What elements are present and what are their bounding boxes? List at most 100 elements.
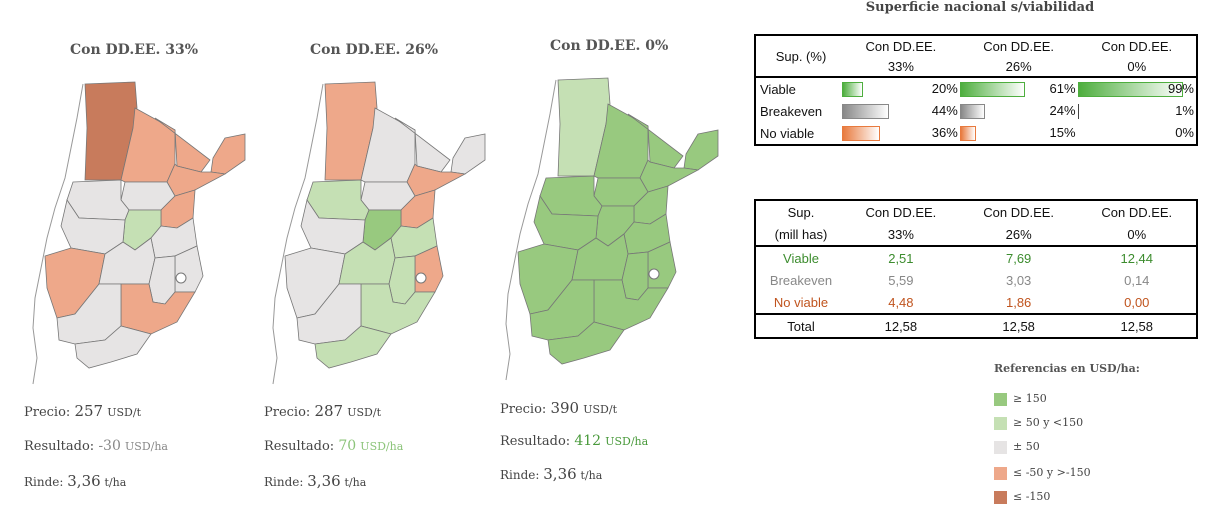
legend-title: Referencias en USD/ha: bbox=[994, 362, 1140, 375]
rinde-label: Rinde: bbox=[24, 475, 64, 489]
resultado-unit: USD/ha bbox=[360, 440, 404, 453]
rinde-value: 3,36 bbox=[67, 472, 101, 490]
table-cell: 3,03 bbox=[1005, 272, 1032, 288]
col-subheader: 33% bbox=[887, 58, 914, 74]
region-misiones bbox=[210, 133, 246, 175]
legend-label: ≤ -50 y >-150 bbox=[1013, 466, 1091, 479]
rinde-value: 3,36 bbox=[307, 472, 341, 490]
surface-table-title: Superficie nacional s/viabilidad bbox=[865, 0, 1095, 15]
table-cell: 7,69 bbox=[959, 245, 1078, 269]
col-header: Con DD.EE. bbox=[1101, 204, 1173, 220]
legend-swatch bbox=[994, 490, 1007, 504]
bar-n-1 bbox=[959, 126, 976, 141]
data-label: 36% bbox=[931, 125, 958, 140]
river-plate-mark bbox=[415, 272, 427, 284]
bar-cell: 36% bbox=[842, 122, 960, 145]
legend-label: ≥ 50 y <150 bbox=[1013, 416, 1084, 429]
col-subheader: 26% bbox=[1005, 226, 1032, 242]
row-label-no-viable: No viable bbox=[773, 294, 829, 310]
table-cell: 4,48 bbox=[888, 294, 914, 310]
precio-label: Precio: bbox=[264, 405, 311, 420]
precio-label: Precio: bbox=[500, 402, 547, 417]
map-outline bbox=[32, 83, 84, 385]
precio-value: 287 bbox=[314, 402, 344, 420]
bar-b-1 bbox=[959, 104, 985, 119]
data-label: 1% bbox=[1175, 103, 1194, 118]
resultado-label: Resultado: bbox=[24, 439, 95, 454]
bar-cell: 24% bbox=[959, 100, 1078, 122]
header-mill-has: (mill has) bbox=[774, 226, 828, 242]
map-title-33: Con DD.EE. 33% bbox=[70, 42, 199, 58]
legend-swatch bbox=[994, 440, 1007, 454]
info-block-0: Precio: 390 USD/t Resultado: 412 USD/ha … bbox=[500, 399, 648, 483]
legend-item: ≤ -150 bbox=[994, 490, 1050, 504]
col-subheader: 26% bbox=[1005, 58, 1032, 74]
rinde-unit: t/ha bbox=[580, 469, 603, 482]
rinde-unit: t/ha bbox=[104, 476, 127, 489]
precio-value: 257 bbox=[74, 402, 104, 420]
table-cell: 0,00 bbox=[1124, 294, 1150, 310]
surface-percent-table: Sup. (%) Con DD.EE. Con DD.EE. Con DD.EE… bbox=[754, 34, 1198, 146]
col-header: Con DD.EE. bbox=[983, 204, 1055, 220]
info-block-26: Precio: 287 USD/t Resultado: 70 USD/ha R… bbox=[264, 402, 403, 490]
data-label: 61% bbox=[1049, 81, 1076, 96]
precio-label: Precio: bbox=[24, 405, 71, 420]
province-map-0 bbox=[505, 77, 719, 381]
legend-item: ≥ 150 bbox=[994, 392, 1047, 406]
map-outline bbox=[505, 79, 557, 381]
table-cell: 12,58 bbox=[842, 313, 960, 338]
legend-label: ≥ 150 bbox=[1013, 392, 1047, 405]
legend-item: ≤ -50 y >-150 bbox=[994, 466, 1091, 480]
data-label: 24% bbox=[1049, 103, 1076, 118]
resultado-value: 70 bbox=[338, 438, 357, 454]
col-subheader: 0% bbox=[1127, 58, 1147, 74]
bar-b-2 bbox=[1077, 104, 1079, 119]
legend-label: ± 50 bbox=[1013, 440, 1040, 453]
region-rionegro bbox=[314, 325, 392, 369]
map-outline bbox=[272, 83, 324, 385]
bar-n-0 bbox=[842, 126, 880, 141]
resultado-value: -30 bbox=[98, 438, 121, 454]
table-cell: 12,58 bbox=[959, 313, 1078, 338]
province-map-26 bbox=[272, 81, 486, 385]
legend-swatch bbox=[994, 392, 1007, 406]
info-block-33: Precio: 257 USD/t Resultado: -30 USD/ha … bbox=[24, 402, 168, 490]
col-subheader: 0% bbox=[1127, 226, 1147, 242]
bar-cell: 61% bbox=[959, 76, 1078, 100]
province-map-33 bbox=[32, 81, 246, 385]
rinde-label: Rinde: bbox=[264, 475, 304, 489]
resultado-label: Resultado: bbox=[500, 434, 571, 449]
precio-unit: USD/t bbox=[107, 406, 141, 419]
bar-b-0 bbox=[842, 104, 889, 119]
row-label-viable: Viable bbox=[755, 245, 842, 269]
bar-cell: 20% bbox=[842, 76, 960, 100]
col-subheader: 33% bbox=[887, 226, 914, 242]
col-header: Con DD.EE. bbox=[1101, 38, 1173, 54]
legend-swatch bbox=[994, 466, 1007, 480]
table-cell: 1,86 bbox=[1005, 294, 1032, 310]
precio-unit: USD/t bbox=[583, 403, 617, 416]
table-cell: 12,44 bbox=[1077, 245, 1197, 269]
region-rionegro bbox=[74, 325, 152, 369]
row-label-b: Breakeven bbox=[760, 103, 823, 119]
bar-cell: 1% bbox=[1077, 100, 1197, 122]
river-plate-mark bbox=[175, 272, 187, 284]
region-rionegro bbox=[547, 321, 625, 365]
table-cell: 0,14 bbox=[1124, 272, 1150, 288]
resultado-unit: USD/ha bbox=[125, 440, 168, 453]
rinde-unit: t/ha bbox=[344, 476, 367, 489]
table-cell: 5,59 bbox=[888, 272, 914, 288]
river-plate-mark bbox=[648, 268, 660, 280]
data-label: 99% bbox=[1167, 81, 1194, 96]
legend-label: ≤ -150 bbox=[1013, 490, 1051, 503]
bar-cell: 15% bbox=[959, 122, 1078, 145]
row-label-breakeven: Breakeven bbox=[769, 272, 833, 288]
legend-item: ± 50 bbox=[994, 440, 1040, 454]
header-sup-pct: Sup. (%) bbox=[775, 48, 827, 64]
bar-v-0 bbox=[842, 82, 863, 97]
col-header: Con DD.EE. bbox=[865, 38, 937, 54]
map-title-0: Con DD.EE. 0% bbox=[550, 38, 669, 54]
col-header: Con DD.EE. bbox=[983, 38, 1055, 54]
bar-cell: 99% bbox=[1077, 76, 1197, 100]
data-label: 0% bbox=[1175, 125, 1194, 140]
